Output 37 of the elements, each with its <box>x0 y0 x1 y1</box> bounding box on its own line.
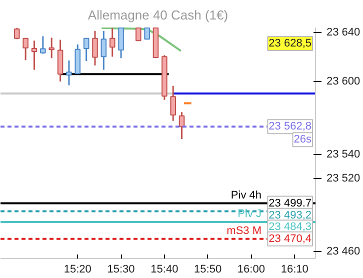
candlestick <box>83 38 90 62</box>
ref-line-label: Piv 4h <box>230 189 262 202</box>
annotation: 23 562,8 <box>268 120 312 133</box>
y-tick-label: 23 520 <box>326 172 360 185</box>
x-tick-label: 15:40 <box>150 264 178 276</box>
y-tick-label: 23 640 <box>326 26 360 39</box>
candlestick <box>66 60 72 86</box>
candlestick <box>118 28 124 59</box>
y-tick-label: 23 460 <box>326 246 360 258</box>
annotation: 23 628,5 <box>268 38 312 50</box>
y-tick-label: 23 600 <box>326 75 360 88</box>
candlestick <box>22 38 28 61</box>
x-tick-label: 15:50 <box>194 264 222 276</box>
annotation: 23 484,3 <box>268 221 312 234</box>
candlestick <box>57 39 64 82</box>
x-tick-label: 15:30 <box>107 264 135 276</box>
candlestick <box>40 36 46 55</box>
ref-line-label: Piv J <box>238 208 262 220</box>
candlestick <box>144 28 150 40</box>
candlestick <box>136 28 142 42</box>
candlestick <box>48 36 54 59</box>
candlestick <box>170 85 176 122</box>
x-tick-label: 16:10 <box>280 264 308 276</box>
annotation: 26s <box>294 134 312 146</box>
candlestick <box>100 30 107 71</box>
candlestick <box>31 40 38 71</box>
ref-line-label: mS3 M <box>226 224 262 237</box>
y-tick-label: 23 540 <box>326 148 360 160</box>
candlestick <box>92 30 98 66</box>
annotation: 23 493,2 <box>268 209 312 222</box>
candlestick <box>109 28 116 58</box>
chart-title: Allemagne 40 Cash (1€) <box>88 8 228 22</box>
x-tick-label: 16:00 <box>237 264 265 276</box>
line-series <box>100 28 182 52</box>
annotation: 23 499.7 <box>268 197 312 210</box>
annotation: 23 470,4 <box>268 232 312 245</box>
x-tick-label: 15:20 <box>64 264 92 276</box>
